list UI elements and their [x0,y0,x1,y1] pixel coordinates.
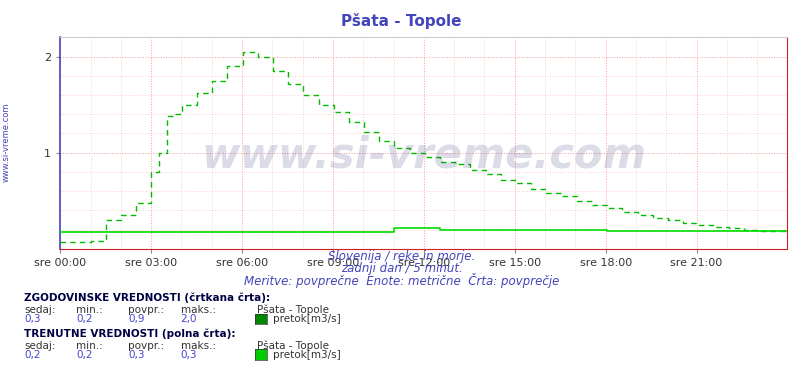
Text: maks.:: maks.: [180,341,216,351]
Text: Pšata - Topole: Pšata - Topole [257,340,329,351]
Text: Pšata - Topole: Pšata - Topole [257,305,329,315]
Text: 0,2: 0,2 [24,350,41,360]
Text: sedaj:: sedaj: [24,306,55,315]
Text: ZGODOVINSKE VREDNOSTI (črtkana črta):: ZGODOVINSKE VREDNOSTI (črtkana črta): [24,292,270,303]
Text: Pšata - Topole: Pšata - Topole [341,13,461,29]
Text: povpr.:: povpr.: [128,306,164,315]
Text: 0,3: 0,3 [128,350,145,360]
Text: zadnji dan / 5 minut.: zadnji dan / 5 minut. [340,262,462,275]
Text: 0,2: 0,2 [76,315,93,324]
Text: pretok[m3/s]: pretok[m3/s] [273,315,340,324]
Text: 2,0: 2,0 [180,315,197,324]
Text: 0,3: 0,3 [180,350,197,360]
Text: Slovenija / reke in morje.: Slovenija / reke in morje. [327,250,475,263]
Text: maks.:: maks.: [180,306,216,315]
Text: Meritve: povprečne  Enote: metrične  Črta: povprečje: Meritve: povprečne Enote: metrične Črta:… [244,273,558,288]
Text: sedaj:: sedaj: [24,341,55,351]
Text: 0,9: 0,9 [128,315,145,324]
Text: www.si-vreme.com: www.si-vreme.com [2,102,11,182]
Text: min.:: min.: [76,306,103,315]
Text: min.:: min.: [76,341,103,351]
Text: 0,2: 0,2 [76,350,93,360]
Text: pretok[m3/s]: pretok[m3/s] [273,350,340,360]
Text: www.si-vreme.com: www.si-vreme.com [200,135,646,177]
Text: TRENUTNE VREDNOSTI (polna črta):: TRENUTNE VREDNOSTI (polna črta): [24,328,235,338]
Text: povpr.:: povpr.: [128,341,164,351]
Text: 0,3: 0,3 [24,315,41,324]
